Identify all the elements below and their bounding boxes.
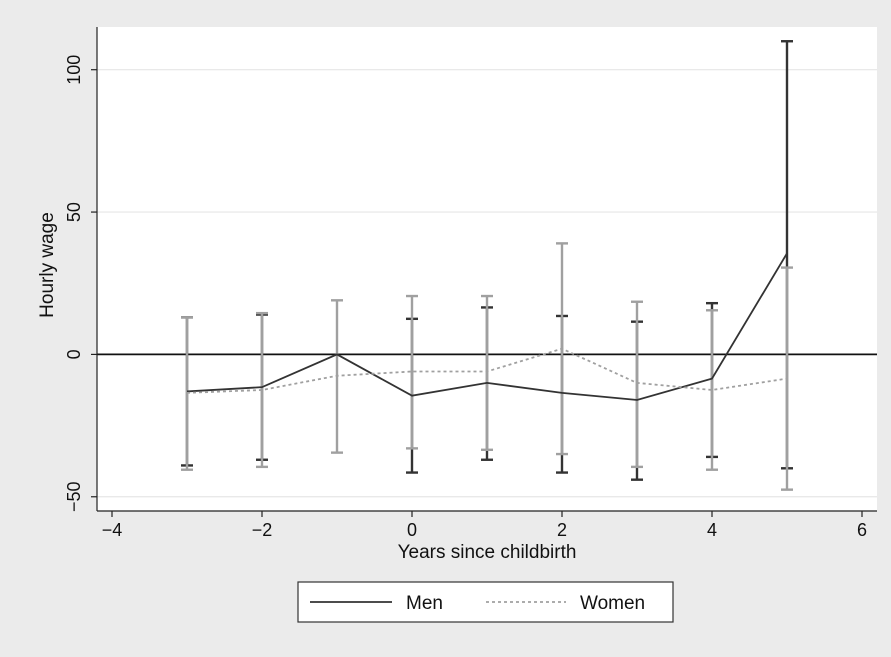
- x-tick-label: −2: [252, 520, 273, 540]
- y-tick-label: −50: [64, 481, 84, 512]
- x-axis-label: Years since childbirth: [398, 542, 577, 563]
- y-tick-label: 0: [64, 349, 84, 359]
- series-layer: [181, 40, 793, 491]
- y-axis-label: Hourly wage: [37, 212, 58, 318]
- x-tick-label: 4: [707, 520, 717, 540]
- x-tick-label: 6: [857, 520, 867, 540]
- y-tick-label: 100: [64, 55, 84, 85]
- axis-labels: Years since childbirth Hourly wage: [37, 212, 576, 563]
- x-tick-label: −4: [102, 520, 123, 540]
- legend-label-men: Men: [406, 593, 443, 614]
- y-tick-label: 50: [64, 202, 84, 222]
- axes: −50 0 50 100 −4 −2 0 2 4 6: [64, 27, 877, 540]
- series-line-women: [186, 347, 788, 394]
- x-tick-label: 0: [407, 520, 417, 540]
- x-tick-label: 2: [557, 520, 567, 540]
- legend-label-women: Women: [580, 593, 645, 614]
- legend: Men Women: [297, 581, 674, 623]
- series-line-men: [186, 252, 788, 401]
